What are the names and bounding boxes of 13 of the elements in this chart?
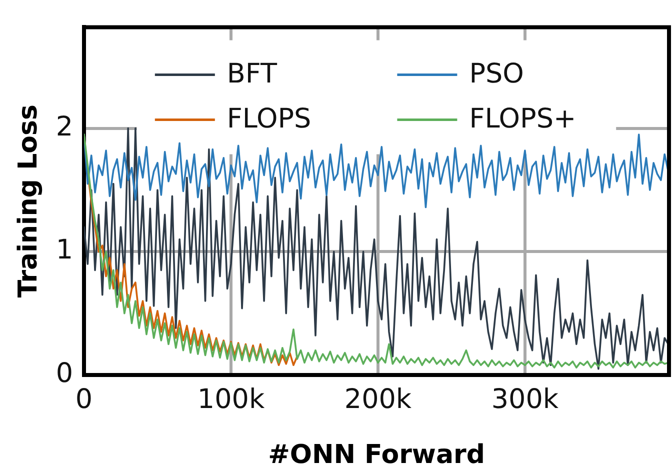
y-tick-label: 0 [56,358,73,390]
y-axis-title: Training Loss [13,104,44,298]
legend-label: PSO [469,58,524,90]
legend-label: FLOPS+ [469,104,576,135]
x-tick-label: 100k [197,384,265,416]
legend-label: BFT [226,58,278,90]
x-tick-label: 300k [491,384,559,416]
y-tick-label: 1 [56,234,73,266]
y-tick-label: 2 [56,111,73,142]
x-tick-label: 0 [75,384,93,416]
x-axis-title: #ONN Forward [268,440,485,470]
x-tick-label: 200k [344,384,412,416]
legend-label: FLOPS [226,104,312,135]
